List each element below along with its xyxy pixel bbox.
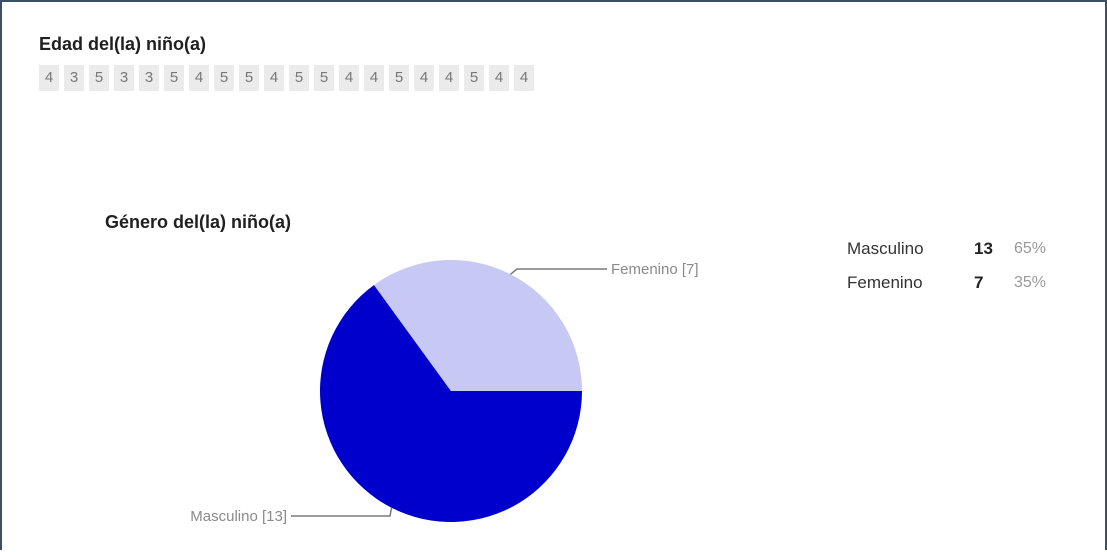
answer-chip: 4: [264, 65, 284, 91]
answer-chip: 3: [64, 65, 84, 91]
answer-chip: 4: [189, 65, 209, 91]
pie-slice-label: Masculino [13]: [190, 508, 287, 525]
summary-percent: 35%: [1014, 274, 1047, 291]
summary-row: Masculino 13 65%: [847, 238, 1046, 272]
summary-percent: 65%: [1014, 240, 1047, 257]
answer-chip: 3: [114, 65, 134, 91]
answer-chip: 5: [389, 65, 409, 91]
answer-chip: 4: [364, 65, 384, 91]
answer-chip: 4: [514, 65, 534, 91]
question-title-age: Edad del(la) niño(a): [39, 34, 207, 54]
answer-chip: 5: [239, 65, 259, 91]
answer-chip: 4: [39, 65, 59, 91]
answer-chip: 4: [339, 65, 359, 91]
answer-chip: 5: [314, 65, 334, 91]
pie-slice-label: Femenino [7]: [611, 261, 699, 278]
pie-slice-femenino: [374, 260, 582, 391]
answer-chip: 5: [214, 65, 234, 91]
summary-label: Femenino: [847, 273, 923, 292]
answer-chip: 5: [89, 65, 109, 91]
age-answers-list: 4 3 5 3 3 5 4 5 5 4 5 5 4 4 5 4 4 5 4 4: [39, 65, 534, 91]
pie-leader-line: [510, 268, 607, 275]
answer-chip: 5: [289, 65, 309, 91]
summary-count: 13: [974, 239, 993, 258]
summary-count: 7: [974, 273, 984, 292]
answer-chip: 5: [464, 65, 484, 91]
answer-chip: 3: [139, 65, 159, 91]
answer-chip: 5: [164, 65, 184, 91]
pie-slice-masculino: [319, 285, 582, 523]
question-title-gender: Género del(la) niño(a): [105, 212, 292, 232]
summary-label: Masculino: [847, 239, 924, 258]
summary-row: Femenino 7 35%: [847, 272, 1046, 306]
answer-chip: 4: [439, 65, 459, 91]
answer-chip: 4: [489, 65, 509, 91]
gender-summary-table: Masculino 13 65% Femenino 7 35%: [847, 238, 1046, 306]
pie-leader-line: [291, 507, 393, 517]
answer-chip: 4: [414, 65, 434, 91]
